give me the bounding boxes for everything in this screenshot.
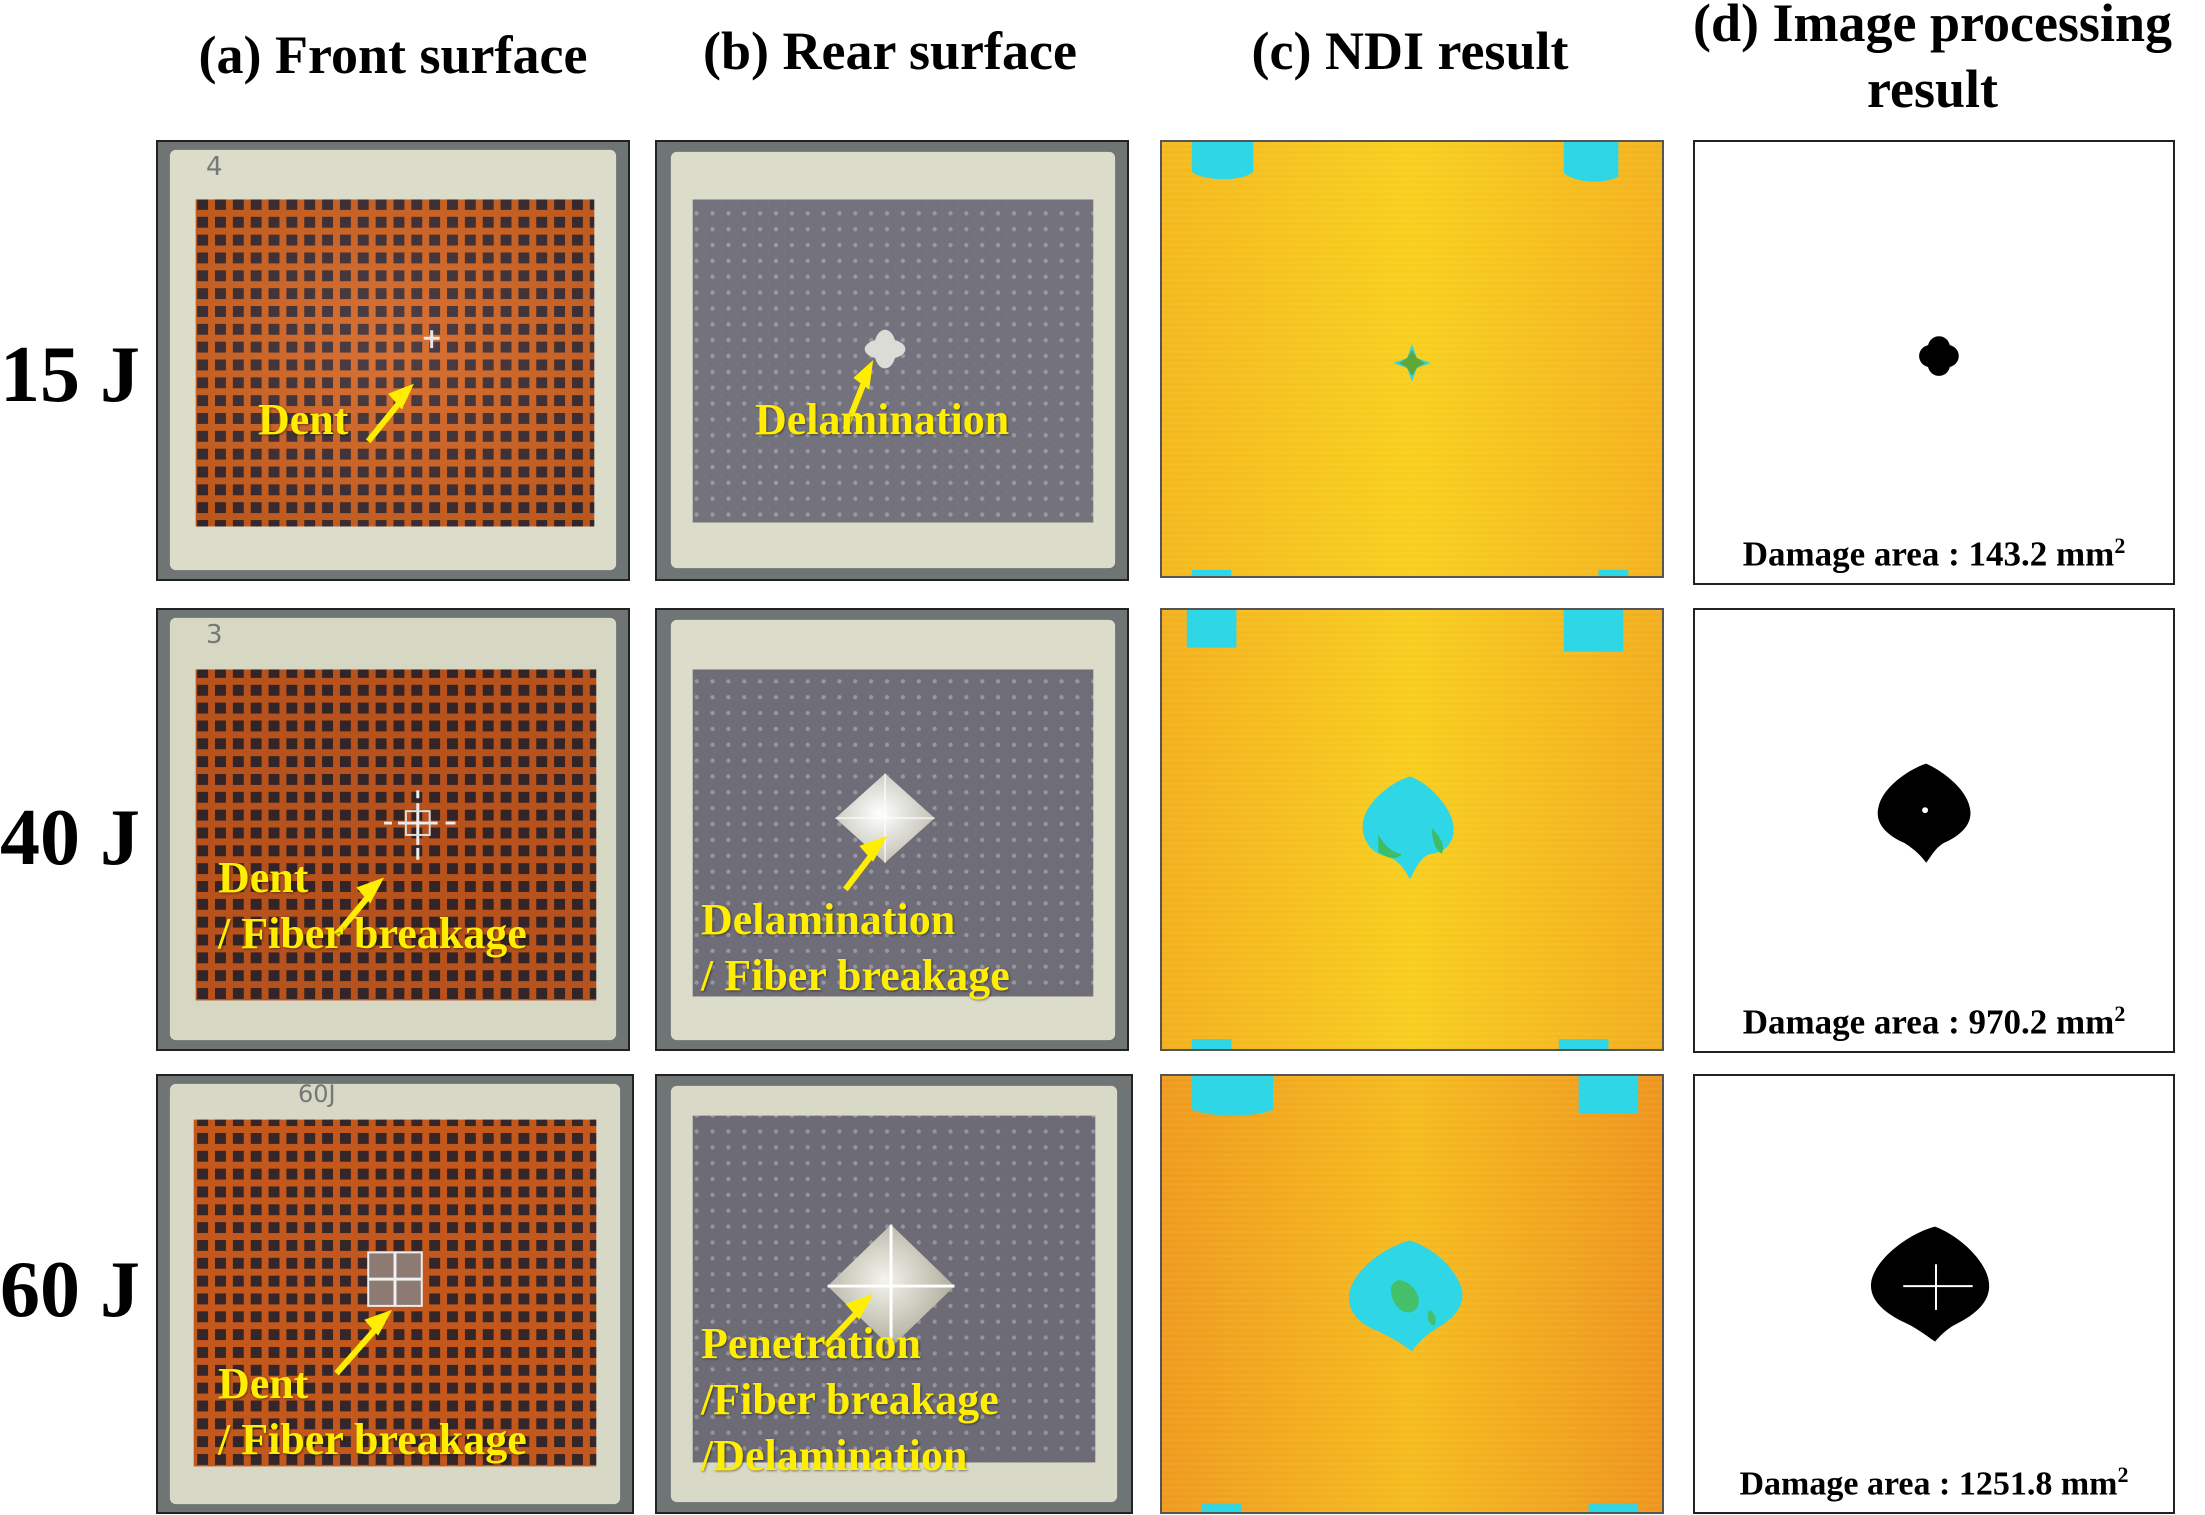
ndi-c-scan-image — [1162, 1076, 1662, 1512]
ndi-c-scan-image — [1162, 610, 1662, 1049]
damage-area-40j: Damage area : 970.2 mm2 — [1742, 1001, 2126, 1042]
row-label-15j: 15 J — [0, 331, 140, 419]
photo-rear-60j: Penetration /Fiber breakage /Delaminatio… — [655, 1074, 1133, 1514]
front-surface-image — [158, 142, 628, 579]
handwritten-specimen-mark: 3 — [206, 620, 223, 650]
processed-image-40j: Damage area : 970.2 mm2 — [1693, 608, 2175, 1053]
processed-image-60j: Damage area : 1251.8 mm2 — [1693, 1074, 2175, 1514]
front-annotation-15j: Dent — [258, 395, 349, 444]
row-label-40j: 40 J — [0, 794, 140, 882]
ndi-map-40j — [1160, 608, 1664, 1051]
binary-damage-image — [1695, 1076, 2173, 1512]
handwritten-specimen-mark: 60J — [298, 1080, 336, 1108]
rear-surface-image — [657, 610, 1127, 1049]
rear-surface-image — [657, 1076, 1131, 1512]
damage-area-15j: Damage area : 143.2 mm2 — [1742, 533, 2126, 574]
column-header-ndi-result: (c) NDI result — [1251, 21, 1569, 81]
front-surface-image — [158, 610, 628, 1049]
front-annotation-60j: Dent / Fiber breakage — [218, 1359, 527, 1464]
column-header-image-processing-line1: (d) Image processing — [1693, 0, 2172, 53]
row-label-60j: 60 J — [0, 1246, 140, 1334]
rear-annotation-15j: Delamination — [755, 395, 1010, 444]
photo-rear-15j: Delamination — [655, 140, 1129, 581]
damage-area-60j: Damage area : 1251.8 mm2 — [1739, 1461, 2129, 1502]
binary-damage-image — [1695, 610, 2173, 1051]
ndi-c-scan-image — [1162, 142, 1662, 576]
photo-front-15j: 4 Dent — [156, 140, 630, 581]
rear-annotation-40j: Delamination / Fiber breakage — [701, 895, 1010, 1000]
processed-image-15j: Damage area : 143.2 mm2 — [1693, 140, 2175, 585]
column-header-rear-surface: (b) Rear surface — [703, 21, 1077, 81]
binary-damage-image — [1695, 142, 2173, 583]
handwritten-specimen-mark: 4 — [206, 152, 223, 182]
rear-surface-image — [657, 142, 1127, 579]
ndi-map-60j — [1160, 1074, 1664, 1514]
ndi-map-15j — [1160, 140, 1664, 578]
photo-rear-40j: Delamination / Fiber breakage — [655, 608, 1129, 1051]
column-header-image-processing: (d) Image processing result — [1660, 0, 2205, 122]
front-annotation-40j: Dent / Fiber breakage — [218, 853, 527, 958]
photo-front-40j: 3 Dent / Fiber breakage — [156, 608, 630, 1051]
column-header-image-processing-line2: result — [1867, 59, 1998, 119]
front-surface-image — [158, 1076, 632, 1512]
rear-annotation-60j: Penetration /Fiber breakage /Delaminatio… — [701, 1319, 999, 1480]
photo-front-60j: 60J Dent / Fiber breakage — [156, 1074, 634, 1514]
column-header-front-surface: (a) Front surface — [198, 25, 588, 85]
